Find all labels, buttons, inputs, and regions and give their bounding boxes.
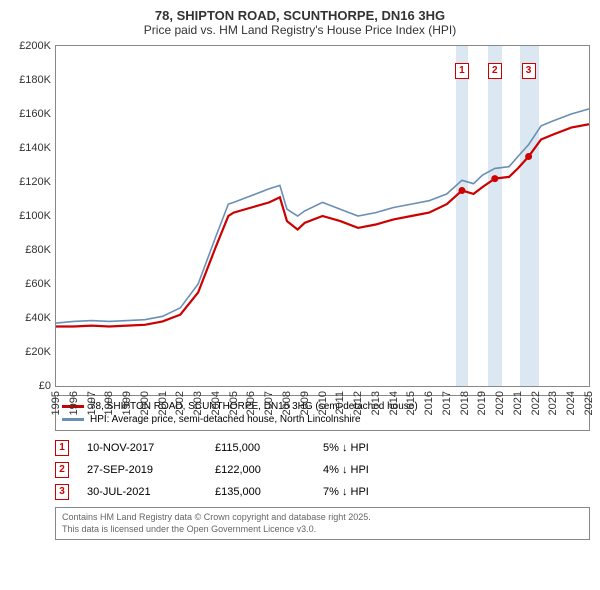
x-axis-label: 2015 [405,391,417,415]
event-marker-1: 1 [55,440,69,456]
x-axis-label: 2006 [245,391,257,415]
x-axis-label: 2008 [281,391,293,415]
event-marker-3: 3 [55,484,69,500]
x-axis-label: 2024 [565,391,577,415]
event-date: 10-NOV-2017 [87,442,197,454]
y-axis-label: £20K [25,346,51,358]
x-axis-label: 2013 [370,391,382,415]
y-axis-label: £40K [25,312,51,324]
event-row: 2 27-SEP-2019 £122,000 4% ↓ HPI [55,459,590,481]
x-axis-label: 2012 [352,391,364,415]
event-date: 30-JUL-2021 [87,486,197,498]
legend-swatch [62,418,84,421]
event-row: 1 10-NOV-2017 £115,000 5% ↓ HPI [55,437,590,459]
chart-title: 78, SHIPTON ROAD, SCUNTHORPE, DN16 3HG [0,0,600,23]
x-axis-label: 2009 [299,391,311,415]
x-axis-label: 2007 [263,391,275,415]
chart-marker-3: 3 [522,63,536,79]
x-axis-label: 2010 [317,391,329,415]
x-axis-label: 2025 [583,391,595,415]
x-axis-label: 2016 [423,391,435,415]
x-axis-label: 2011 [334,391,346,415]
price-point-marker [458,187,465,194]
event-price: £122,000 [215,464,305,476]
x-axis-label: 1998 [103,391,115,415]
price-point-marker [491,175,498,182]
footer-line-2: This data is licensed under the Open Gov… [62,524,583,536]
x-axis-label: 2018 [459,391,471,415]
footer-line-1: Contains HM Land Registry data © Crown c… [62,512,583,524]
x-axis-label: 2023 [547,391,559,415]
x-axis-label: 2004 [210,391,222,415]
chart-plot-area: £0£20K£40K£60K£80K£100K£120K£140K£160K£1… [55,45,590,387]
x-axis-label: 1999 [121,391,133,415]
event-table: 1 10-NOV-2017 £115,000 5% ↓ HPI 2 27-SEP-2019… [55,437,590,503]
y-axis-label: £180K [19,74,51,86]
x-axis-label: 2017 [441,391,453,415]
price-point-marker [525,153,532,160]
x-axis-label: 2002 [174,391,186,415]
event-diff: 7% ↓ HPI [323,486,433,498]
event-price: £135,000 [215,486,305,498]
event-marker-2: 2 [55,462,69,478]
x-axis-label: 1997 [86,391,98,415]
x-axis-label: 2014 [388,391,400,415]
chart-subtitle: Price paid vs. HM Land Registry's House … [0,23,600,45]
chart-marker-1: 1 [455,63,469,79]
event-price: £115,000 [215,442,305,454]
y-axis-label: £200K [19,40,51,52]
legend-label: HPI: Average price, semi-detached house,… [90,414,361,425]
chart-svg [56,46,589,386]
x-axis-label: 2005 [228,391,240,415]
y-axis-label: £160K [19,108,51,120]
x-axis-label: 2000 [139,391,151,415]
y-axis-label: £80K [25,244,51,256]
x-axis-label: 2019 [476,391,488,415]
x-axis-label: 2003 [192,391,204,415]
x-axis-label: 1996 [68,391,80,415]
event-row: 3 30-JUL-2021 £135,000 7% ↓ HPI [55,481,590,503]
x-axis-label: 2022 [530,391,542,415]
y-axis-label: £120K [19,176,51,188]
x-axis-label: 2001 [157,391,169,415]
y-axis-label: £60K [25,278,51,290]
y-axis-label: £140K [19,142,51,154]
footer-box: Contains HM Land Registry data © Crown c… [55,507,590,540]
x-axis-label: 2021 [512,391,524,415]
series-line-price_paid [56,124,589,326]
x-axis-label: 2020 [494,391,506,415]
x-axis-label: 1995 [50,391,62,415]
chart-marker-2: 2 [488,63,502,79]
event-diff: 5% ↓ HPI [323,442,433,454]
event-diff: 4% ↓ HPI [323,464,433,476]
y-axis-label: £100K [19,210,51,222]
event-date: 27-SEP-2019 [87,464,197,476]
